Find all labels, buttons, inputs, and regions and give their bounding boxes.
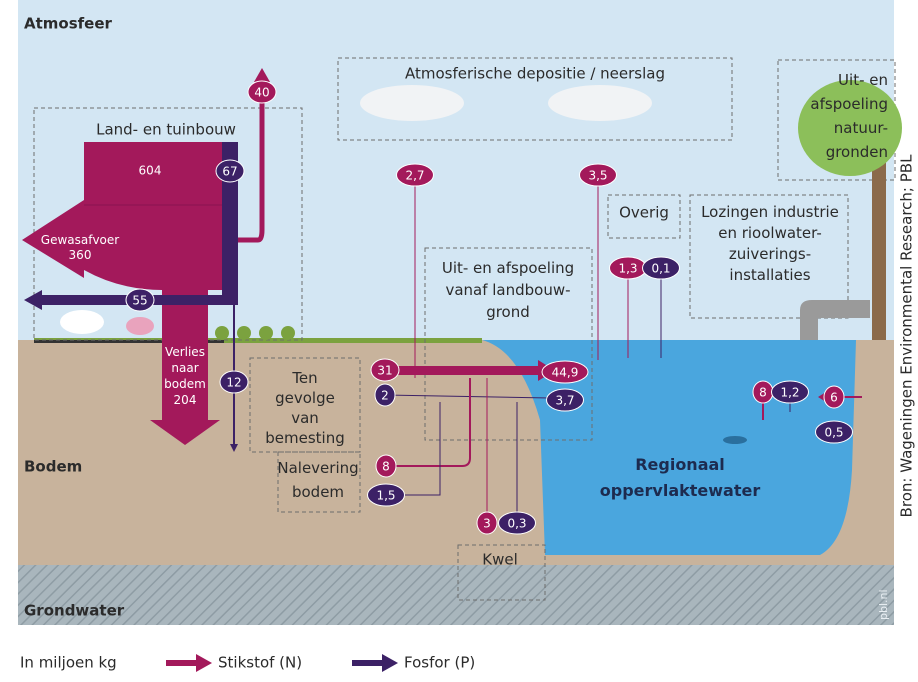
badge-label: 55: [132, 294, 147, 308]
line: 204: [174, 393, 197, 407]
badge-label: 67: [222, 165, 237, 179]
legend-swatch: [382, 654, 398, 672]
line: Verlies: [165, 345, 205, 359]
cloud: [360, 85, 464, 121]
line: grond: [486, 303, 530, 321]
plant: [215, 326, 229, 340]
line: naar: [171, 361, 198, 375]
line: Nalevering: [277, 459, 358, 477]
plant: [237, 326, 251, 340]
pig: [126, 317, 154, 335]
source: Bron: Wageningen Environmental Research;…: [898, 154, 916, 518]
badge-label: 1,3: [618, 262, 637, 276]
box-title: Atmosferische depositie / neerslag: [405, 65, 665, 83]
line: vanaf landbouw-: [445, 281, 570, 299]
box-title: Land- en tuinbouw: [96, 121, 236, 139]
line: gronden: [826, 143, 888, 161]
legend-swatch: [196, 654, 212, 672]
groundwater: [18, 565, 894, 625]
line: bodem: [164, 377, 206, 391]
zone-label: Grondwater: [24, 602, 125, 620]
line: van: [291, 409, 319, 427]
zone-label: Bodem: [24, 458, 82, 476]
flow: [380, 366, 540, 375]
badge-label: 44,9: [552, 366, 579, 380]
diagram: Atmosfeer Bodem Grondwater Land- en tuin…: [0, 0, 918, 682]
badge-label: 6: [830, 391, 838, 405]
badge-label: 0,5: [824, 426, 843, 440]
cow: [60, 310, 104, 334]
legend-unit: In miljoen kg: [20, 654, 117, 672]
badge-label: 1,5: [376, 489, 395, 503]
badge-label: 0,1: [651, 262, 670, 276]
badge-label: 3,5: [588, 169, 607, 183]
line: 360: [69, 248, 92, 262]
badge-label: 3,7: [555, 394, 574, 408]
line: afspoeling: [810, 95, 888, 113]
line: bemesting: [265, 429, 344, 447]
line: natuur-: [834, 119, 888, 137]
line: Lozingen industrie: [701, 203, 839, 221]
badge-label: 12: [226, 376, 241, 390]
legend-swatch: [166, 660, 198, 666]
box-title: Kwel: [482, 551, 518, 569]
plant: [281, 326, 295, 340]
line: Regionaal: [635, 455, 725, 474]
fish: [723, 436, 747, 444]
watermark: pbl.nl: [877, 589, 890, 620]
line: zuiverings-: [729, 245, 811, 263]
line: Uit- en afspoeling: [442, 259, 574, 277]
value: 604: [139, 164, 162, 178]
line: Ten: [291, 369, 317, 387]
line: Gewasafvoer: [41, 233, 120, 247]
tree-trunk: [872, 160, 886, 340]
badge-label: 31: [377, 364, 392, 378]
line: Uit- en: [838, 71, 888, 89]
badge-label: 3: [483, 517, 491, 531]
cloud: [548, 85, 652, 121]
line: installaties: [729, 266, 810, 284]
plant: [259, 326, 273, 340]
line: oppervlaktewater: [600, 481, 761, 500]
badge-label: 8: [382, 460, 390, 474]
legend-swatch: [352, 660, 384, 666]
badge-label: 40: [254, 86, 269, 100]
zone-label: Atmosfeer: [24, 15, 113, 33]
badge-label: 8: [759, 386, 767, 400]
legend-label: Fosfor (P): [404, 654, 475, 672]
badge-label: 0,3: [507, 517, 526, 531]
badge-label: 2,7: [405, 169, 424, 183]
line: bodem: [292, 483, 344, 501]
line: en rioolwater-: [718, 224, 822, 242]
badge-label: 1,2: [780, 386, 799, 400]
badge-label: 2: [381, 389, 389, 403]
line: gevolge: [275, 389, 335, 407]
legend-label: Stikstof (N): [218, 654, 302, 672]
box-title: Overig: [619, 204, 669, 222]
